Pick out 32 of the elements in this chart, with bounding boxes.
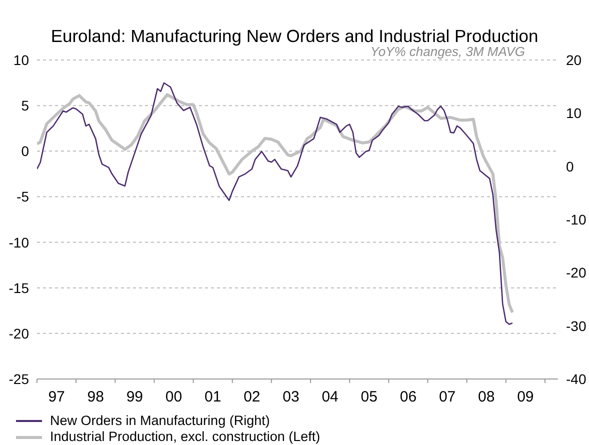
y-tick-label: 5: [21, 98, 30, 114]
y-tick-label: 10: [13, 52, 30, 68]
chart-title: Euroland: Manufacturing New Orders and Industrial Production: [50, 26, 540, 46]
x-tick-label: 01: [204, 388, 222, 406]
x-tick-label: 06: [400, 388, 417, 406]
x-tick-label: 08: [478, 388, 495, 406]
x-tick-label: 05: [360, 388, 378, 406]
y2-tick-label: 20: [566, 52, 582, 68]
y-tick-label: -15: [8, 280, 30, 296]
y2-tick-label: -10: [566, 211, 586, 228]
x-tick-label: 97: [48, 388, 65, 406]
x-tick-label: 00: [165, 388, 182, 406]
y-tick-label: 0: [21, 143, 30, 160]
x-tick-label: 07: [438, 388, 456, 406]
x-tick-label: 99: [126, 388, 144, 406]
legend-label: Industrial Production, excl. construction (Left): [50, 429, 320, 445]
x-tick-label: 03: [282, 388, 300, 406]
y2-tick-label: 10: [566, 105, 582, 122]
legend-label: New Orders in Manufacturing (Right): [50, 413, 270, 429]
y2-tick-label: 0: [566, 158, 574, 174]
y2-tick-label: -30: [566, 318, 586, 334]
y-tick-label: -10: [8, 234, 30, 250]
y-tick-label: -20: [8, 325, 30, 342]
y-tick-label: -5: [16, 188, 30, 205]
y2-tick-label: -40: [566, 370, 586, 387]
y2-tick-label: -20: [566, 264, 586, 281]
y-tick-label: -25: [8, 370, 30, 387]
x-tick-label: 02: [244, 388, 260, 406]
x-tick-label: 98: [87, 388, 104, 406]
x-tick-label: 09: [517, 388, 534, 406]
x-tick-label: 04: [322, 388, 338, 406]
chart-subtitle: YoY% changes, 3M MAVG: [370, 44, 525, 59]
